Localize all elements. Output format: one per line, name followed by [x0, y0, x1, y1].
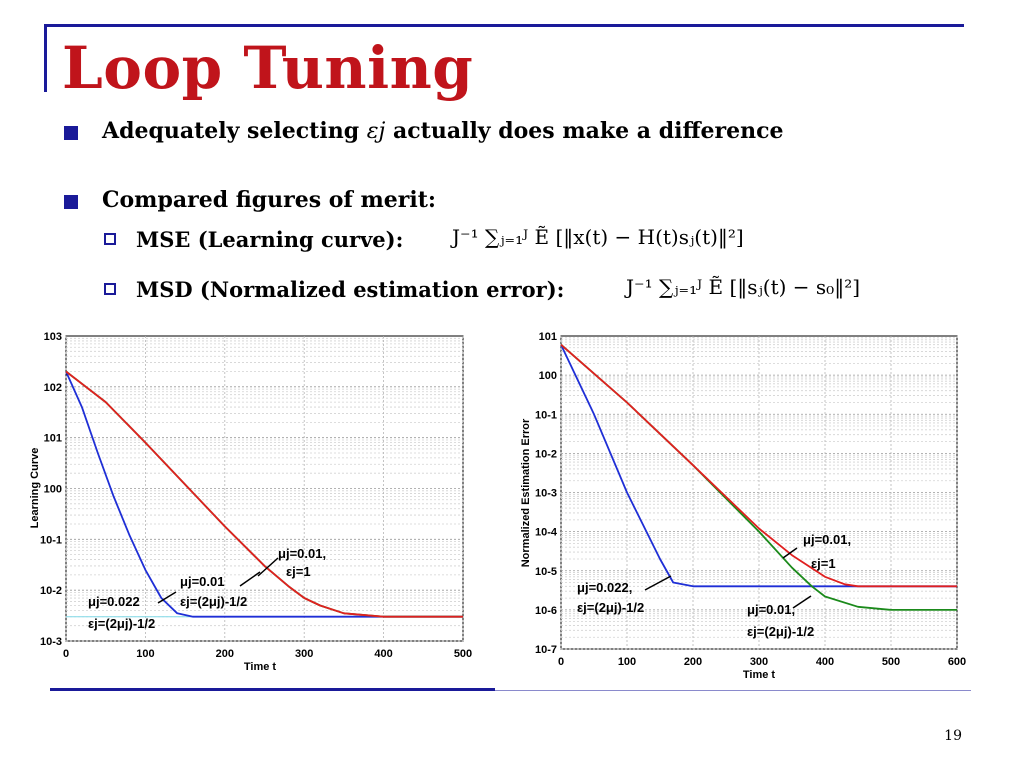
annotation-arrow — [792, 595, 812, 609]
annotation-text: μj=0.01, — [803, 532, 851, 547]
bullet-1: Adequately selecting εj actually does ma… — [102, 118, 783, 144]
y-tick-label: 103 — [44, 331, 62, 343]
estimation-error-chart: 0 100 200 300 400 500 600 10-7 10-6 10-5 10-4 10-3 1… — [520, 331, 966, 681]
x-tick-label: 400 — [816, 656, 834, 668]
y-tick-label: 10-1 — [40, 534, 62, 546]
annotation-text: μj=0.01 — [180, 574, 224, 589]
annotation-text: μj=0.022 — [88, 594, 140, 609]
bullet-1-pre: Adequately selecting — [102, 118, 367, 144]
y-tick-label: 10-7 — [535, 644, 557, 656]
annotation-arrow — [157, 591, 177, 604]
y-tick-label: 100 — [44, 484, 62, 496]
x-tick-label: 300 — [750, 656, 768, 668]
y-tick-label: 10-3 — [40, 636, 62, 648]
annotation-text: μj=0.022, — [577, 580, 632, 595]
annotation-text: εj=1 — [286, 564, 311, 579]
top-frame-line — [44, 24, 964, 27]
y-tick-label: 101 — [539, 331, 557, 343]
footer-line-thin — [495, 690, 971, 691]
series-line-red — [560, 344, 957, 588]
y-tick-label: 10-2 — [535, 448, 557, 460]
y-axis-label: Learning Curve — [30, 448, 41, 529]
x-tick-label: 100 — [618, 656, 636, 668]
x-tick-label: 200 — [216, 648, 234, 660]
plot-area — [65, 335, 464, 642]
x-tick-label: 200 — [684, 656, 702, 668]
y-tick-label: 10-4 — [535, 527, 558, 539]
x-tick-label: 300 — [295, 648, 313, 660]
x-axis-label: Time t — [743, 669, 776, 681]
bullet-marker — [64, 195, 78, 209]
y-tick-label: 10-1 — [535, 409, 557, 421]
annotation-red: μj=0.01, εj=1 — [782, 532, 851, 571]
y-tick-label: 10-6 — [535, 605, 557, 617]
slide-title: Loop Tuning — [62, 34, 474, 102]
y-tick-label: 101 — [44, 433, 62, 445]
mse-formula: J⁻¹ ∑ⱼ₌₁ᴶ Ẽ [‖x(t) − H(t)sⱼ(t)‖²] — [452, 225, 744, 249]
annotation-arrow — [644, 575, 672, 591]
msd-label: MSD (Normalized estimation error): — [136, 277, 565, 302]
x-tick-label: 400 — [374, 648, 392, 660]
bullet-1-post: actually does make a difference — [385, 118, 784, 144]
x-tick-label: 100 — [136, 648, 154, 660]
x-tick-label: 600 — [948, 656, 966, 668]
annotation-green: μj=0.01, εj=(2μj)-1/2 — [747, 595, 814, 639]
sub-bullet-marker — [104, 233, 116, 245]
x-tick-label: 500 — [882, 656, 900, 668]
footer-line — [50, 688, 495, 691]
tick-labels: 0 100 200 300 400 500 10-3 10-2 10-1 100 101 102 103 — [40, 331, 472, 660]
series-group — [65, 370, 463, 618]
annotation-blue: μj=0.022 εj=(2μj)-1/2 — [88, 591, 177, 631]
y-tick-label: 102 — [44, 382, 62, 394]
annotation-text: εj=(2μj)-1/2 — [577, 600, 644, 615]
y-axis-label: Normalized Estimation Error — [520, 418, 532, 567]
annotation-text: μj=0.01, — [747, 602, 795, 617]
annotation-arrow — [782, 547, 798, 559]
bullet-marker — [64, 126, 78, 140]
x-tick-label: 0 — [558, 656, 564, 668]
series-line-blue — [65, 371, 463, 618]
page-number: 19 — [944, 728, 962, 744]
sub-bullet-marker — [104, 283, 116, 295]
series-line-red — [65, 370, 463, 618]
left-frame-line — [44, 24, 47, 92]
tick-labels: 0 100 200 300 400 500 600 10-7 10-6 10-5 10-4 10-3 1… — [535, 331, 966, 668]
annotation-text: εj=(2μj)-1/2 — [88, 616, 155, 631]
annotation-text: εj=(2μj)-1/2 — [747, 624, 814, 639]
annotation-blue: μj=0.022, εj=(2μj)-1/2 — [577, 575, 672, 615]
y-tick-label: 100 — [539, 370, 557, 382]
annotation-arrow — [239, 571, 261, 587]
annotation-arrow — [257, 557, 279, 577]
x-axis-label: Time t — [244, 661, 277, 673]
mse-label: MSE (Learning curve): — [136, 227, 404, 252]
epsilon-math: εj — [366, 119, 386, 144]
x-tick-label: 500 — [454, 648, 472, 660]
y-tick-label: 10-2 — [40, 585, 62, 597]
series-group — [560, 344, 957, 611]
bullet-2: Compared figures of merit: — [102, 187, 437, 213]
y-tick-label: 10-3 — [535, 488, 557, 500]
annotation-green: μj=0.01 εj=(2μj)-1/2 — [180, 571, 261, 609]
msd-formula: J⁻¹ ∑ⱼ₌₁ᴶ Ẽ [‖sⱼ(t) − s₀‖²] — [626, 275, 861, 299]
annotation-text: εj=1 — [811, 556, 836, 571]
y-tick-label: 10-5 — [535, 566, 557, 578]
annotation-text: μj=0.01, — [278, 546, 326, 561]
x-tick-label: 0 — [63, 648, 69, 660]
annotation-red: μj=0.01, εj=1 — [257, 546, 326, 579]
annotation-text: εj=(2μj)-1/2 — [180, 594, 247, 609]
learning-curve-chart: 0 100 200 300 400 500 10-3 10-2 10-1 100 101 102 103… — [30, 331, 472, 673]
